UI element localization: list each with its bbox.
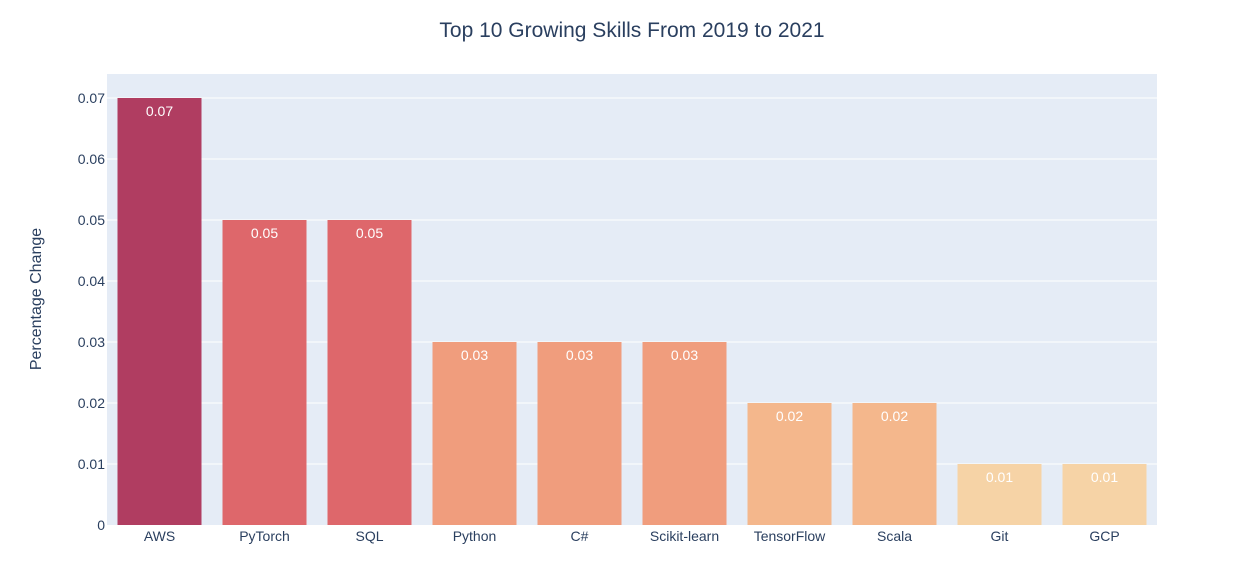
y-tick-label: 0.01 [78, 456, 105, 472]
bar-gcp [1062, 464, 1147, 525]
bar-value-label: 0.01 [986, 469, 1013, 485]
x-tick-label: TensorFlow [754, 528, 826, 544]
bar-sql [327, 220, 412, 525]
bar-value-label: 0.03 [461, 347, 488, 363]
bar-aws [117, 98, 202, 525]
bar-value-label: 0.05 [356, 225, 383, 241]
bar-scala [852, 403, 937, 525]
bar-pytorch [222, 220, 307, 525]
x-tick-label: Scikit-learn [650, 528, 719, 544]
x-tick-label: Python [453, 528, 497, 544]
y-tick-label: 0.04 [78, 273, 105, 289]
bar-git [957, 464, 1042, 525]
bar-value-label: 0.01 [1091, 469, 1118, 485]
y-tick-label: 0 [97, 517, 105, 533]
x-tick-label: SQL [355, 528, 383, 544]
x-tick-label: PyTorch [239, 528, 290, 544]
y-tick-label: 0.03 [78, 334, 105, 350]
x-axis-ticks: AWS PyTorch SQL Python C# Scikit-learn TensorF… [144, 528, 1120, 544]
bar-value-label: 0.03 [671, 347, 698, 363]
y-tick-label: 0.02 [78, 395, 105, 411]
y-tick-label: 0.06 [78, 151, 105, 167]
y-axis-ticks: 0 0.01 0.02 0.03 0.04 0.05 0.06 0.07 [78, 90, 105, 533]
bar-value-label: 0.07 [146, 103, 173, 119]
bars [117, 98, 1147, 525]
y-tick-label: 0.07 [78, 90, 105, 106]
y-tick-label: 0.05 [78, 212, 105, 228]
x-tick-label: AWS [144, 528, 175, 544]
bar-value-label: 0.03 [566, 347, 593, 363]
chart-title: Top 10 Growing Skills From 2019 to 2021 [439, 19, 824, 42]
bar-scikit-learn [642, 342, 727, 525]
x-tick-label: GCP [1089, 528, 1119, 544]
x-tick-label: Git [991, 528, 1009, 544]
x-tick-label: C# [571, 528, 589, 544]
data-labels: 0.07 0.05 0.05 0.03 0.03 0.03 0.02 0.02 0.01 0.01 [146, 103, 1118, 485]
y-axis-title: Percentage Change [28, 228, 45, 370]
bar-tensorflow [747, 403, 832, 525]
bar-value-label: 0.02 [776, 408, 803, 424]
bar-c- [537, 342, 622, 525]
bar-python [432, 342, 517, 525]
x-tick-label: Scala [877, 528, 912, 544]
bar-value-label: 0.05 [251, 225, 278, 241]
bar-value-label: 0.02 [881, 408, 908, 424]
